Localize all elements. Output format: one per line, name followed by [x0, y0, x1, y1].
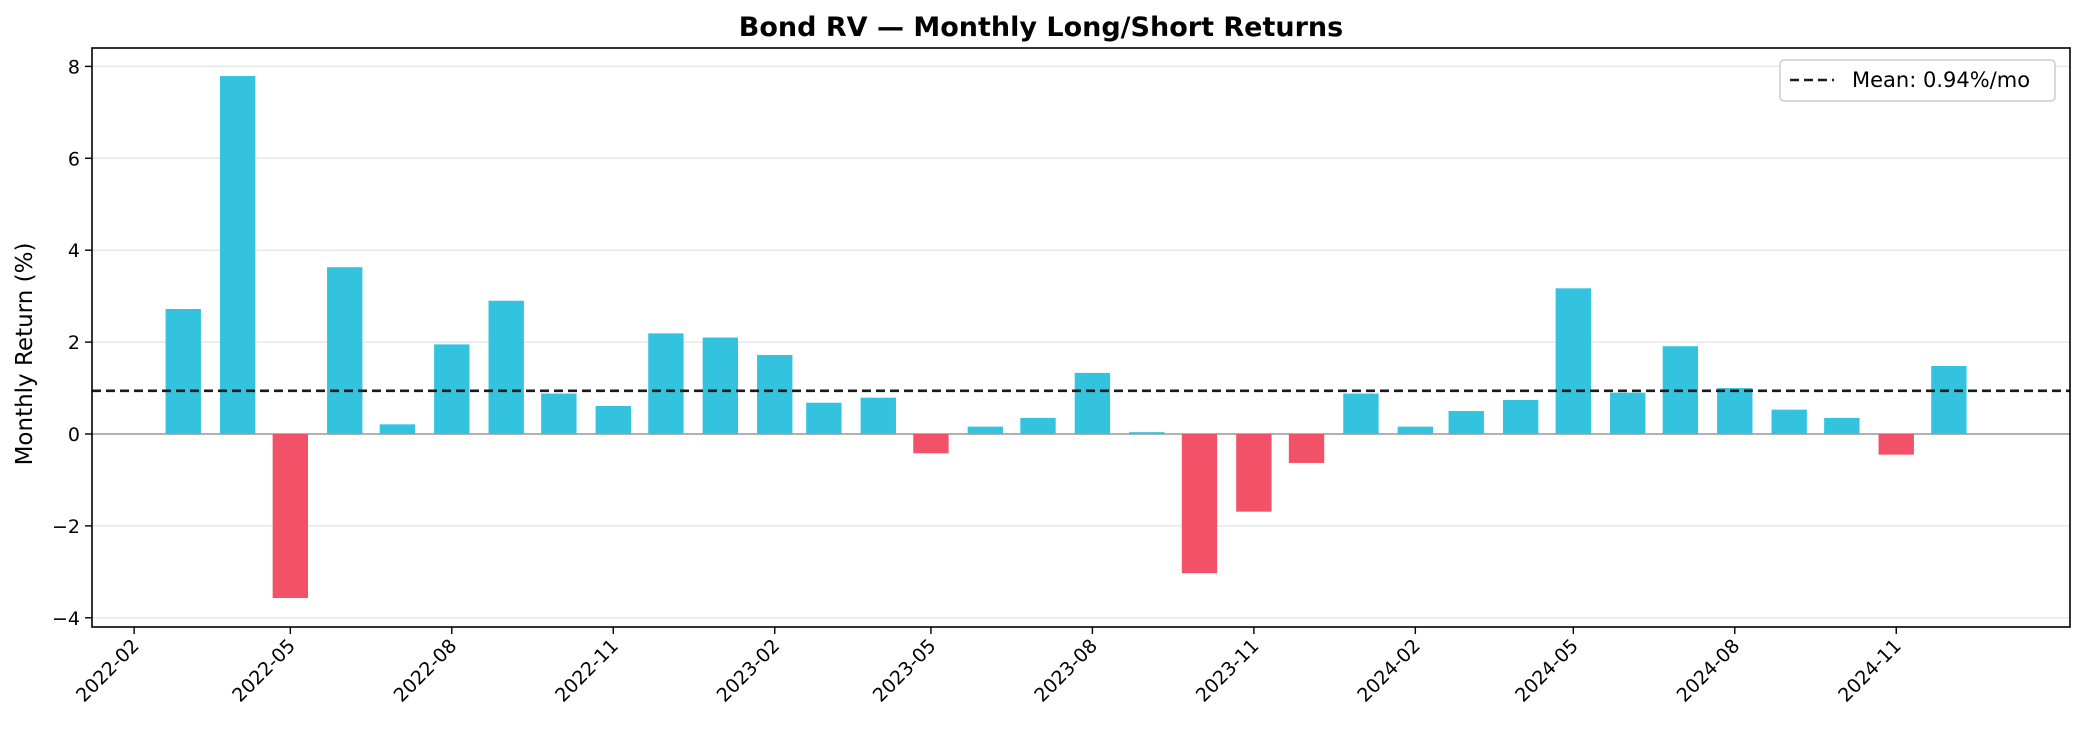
bar	[379, 424, 416, 434]
bar	[1824, 417, 1860, 434]
bar	[1129, 432, 1165, 434]
y-tick-label: 8	[68, 56, 80, 78]
plot-frame	[91, 47, 2071, 628]
bar	[702, 337, 739, 434]
bar	[219, 76, 256, 435]
bar	[488, 300, 524, 434]
y-gridlines	[92, 65, 2070, 619]
bar	[1288, 434, 1325, 463]
y-tick-label: 6	[68, 148, 80, 170]
x-tick-label: 2022-05	[228, 635, 300, 707]
bar	[272, 434, 309, 599]
bar	[1931, 365, 1967, 434]
bar	[541, 393, 577, 434]
y-tick-label: −2	[52, 516, 80, 538]
legend-box	[1779, 59, 2056, 102]
bar	[648, 333, 684, 434]
x-tick-label: 2023-08	[1030, 635, 1102, 707]
axes-group	[91, 47, 2071, 628]
y-ticks: −4 −2 0 2 4 6 8	[52, 56, 92, 630]
bar	[913, 434, 949, 454]
bar	[1236, 434, 1272, 512]
bar	[806, 402, 842, 434]
x-tick-label: 2022-02	[72, 635, 144, 707]
x-tick-label: 2024-08	[1673, 635, 1745, 707]
bar	[967, 426, 1004, 434]
bar	[434, 344, 470, 434]
y-tick-label: −4	[52, 608, 80, 630]
x-tick-label: 2023-11	[1192, 635, 1264, 707]
y-tick-label: 0	[68, 424, 80, 446]
y-tick-label: 4	[68, 240, 80, 262]
y-axis-label: Monthly Return (%)	[12, 243, 38, 466]
legend: Mean: 0.94%/mo	[1779, 59, 2056, 102]
bar	[1771, 409, 1807, 434]
bar	[1610, 392, 1646, 434]
x-tick-label: 2023-02	[713, 635, 785, 707]
x-tick-label: 2023-05	[869, 635, 941, 707]
bars-group	[165, 76, 1967, 599]
bar	[1555, 288, 1591, 434]
x-ticks: 2022-02 2022-05 2022-08 2022-11 2023-02 2023-…	[72, 627, 1906, 707]
bar	[595, 405, 631, 434]
bar	[757, 354, 793, 434]
legend-mean-label: Mean: 0.94%/mo	[1852, 68, 2030, 92]
bar	[165, 309, 201, 434]
bar	[1020, 417, 1056, 434]
y-tick-label: 2	[68, 332, 80, 354]
x-tick-label: 2024-02	[1353, 635, 1425, 707]
bar	[1502, 399, 1539, 434]
bar	[1448, 411, 1484, 434]
x-tick-label: 2022-11	[551, 635, 623, 707]
bar	[1074, 372, 1111, 434]
bar	[327, 267, 363, 434]
x-tick-label: 2022-08	[390, 635, 462, 707]
x-tick-label: 2024-11	[1834, 635, 1906, 707]
bar	[860, 397, 896, 434]
bar	[1343, 393, 1379, 434]
bar	[1878, 434, 1914, 455]
bar	[1397, 426, 1434, 434]
bar	[1717, 388, 1753, 434]
x-tick-label: 2024-05	[1511, 635, 1583, 707]
bar	[1181, 434, 1218, 574]
chart-title: Bond RV — Monthly Long/Short Returns	[739, 12, 1343, 43]
